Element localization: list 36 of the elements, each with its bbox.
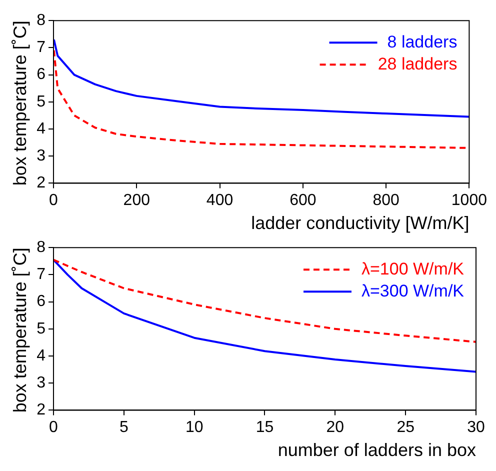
x-tick-label: 30 <box>467 419 485 436</box>
line-series <box>54 258 476 343</box>
y-tick-label: 4 <box>36 120 46 138</box>
y-axis-title: box temperature [˚C] <box>10 20 30 186</box>
x-tick-label: 25 <box>396 419 415 436</box>
y-tick-label: 6 <box>36 66 46 84</box>
x-tick-label: 0 <box>49 419 58 436</box>
y-tick-label: 5 <box>36 320 46 338</box>
y-tick-label: 8 <box>36 239 46 256</box>
x-tick-label: 10 <box>185 419 204 436</box>
x-tick-label: 5 <box>119 419 128 436</box>
x-tick-label: 15 <box>256 419 274 436</box>
y-tick-label: 8 <box>36 12 46 30</box>
y-axis-title: box temperature [˚C] <box>10 248 30 413</box>
x-axis-title: number of ladders in box <box>278 440 476 460</box>
y-tick-label: 3 <box>36 374 46 392</box>
y-tick-label: 2 <box>36 402 46 419</box>
x-tick-label: 1000 <box>451 192 488 210</box>
x-tick-label: 800 <box>372 192 400 210</box>
y-tick-label: 5 <box>36 93 46 110</box>
legend-label: λ=100 W/m/K <box>361 259 465 278</box>
legend-label: λ=300 W/m/K <box>361 281 465 300</box>
x-tick-label: 0 <box>49 192 58 210</box>
y-tick-label: 6 <box>36 293 46 310</box>
y-tick-label: 2 <box>36 174 46 192</box>
legend-label: 8 ladders <box>387 32 458 52</box>
x-tick-label: 600 <box>290 192 316 210</box>
x-tick-label: 20 <box>326 419 344 436</box>
legend-label: 28 ladders <box>378 54 458 74</box>
x-tick-label: 200 <box>123 192 150 210</box>
y-tick-label: 3 <box>36 148 46 165</box>
y-tick-label: 7 <box>36 266 46 284</box>
y-tick-label: 4 <box>36 347 46 364</box>
y-tick-label: 7 <box>36 39 46 56</box>
x-axis-title: ladder conductivity [W/m/K] <box>251 213 470 234</box>
x-tick-label: 400 <box>206 192 234 210</box>
